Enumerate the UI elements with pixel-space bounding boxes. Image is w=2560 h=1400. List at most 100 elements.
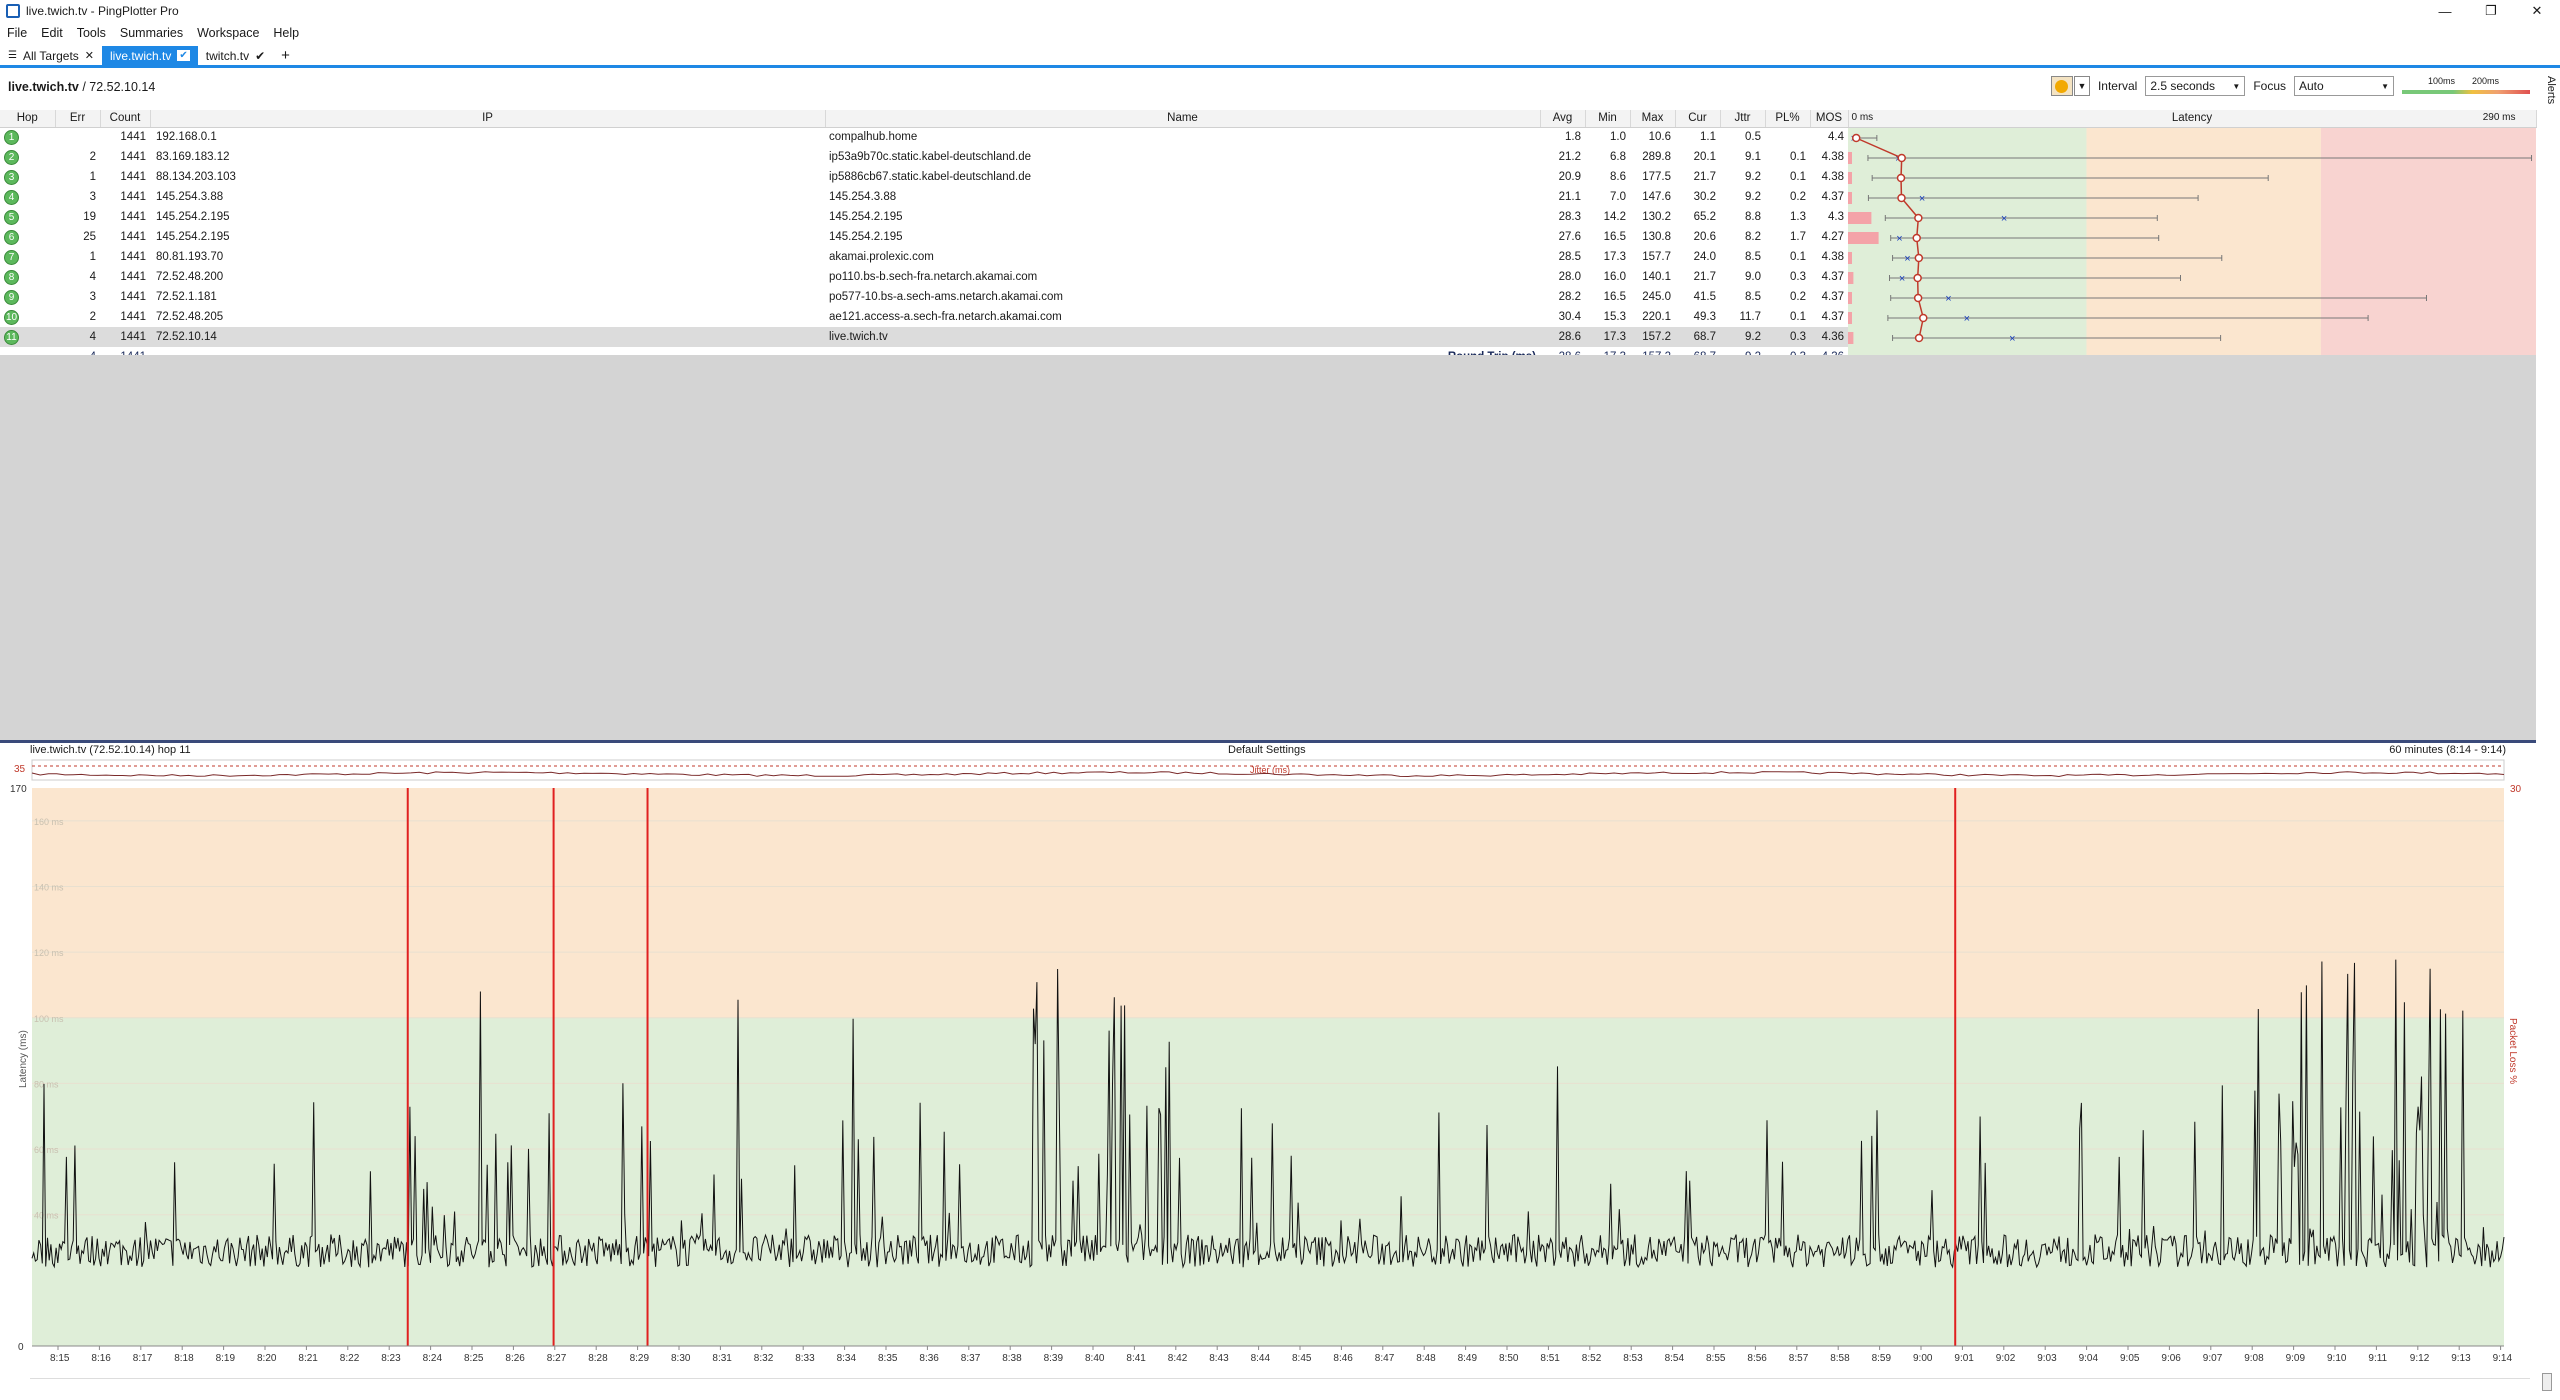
hop-jitter: 9.2 (1745, 171, 1761, 183)
col-max[interactable]: Max (1630, 110, 1676, 128)
x-tick-label: 9:13 (2451, 1353, 2471, 1364)
gridline-label: 60 ms (34, 1145, 59, 1155)
hop-err: 2 (89, 311, 96, 323)
latency-header-label: Latency (2171, 112, 2213, 125)
gridline-label: 40 ms (34, 1211, 59, 1221)
hop-row[interactable]: 7 1 1441 80.81.193.70 akamai.prolexic.com 28.… (0, 247, 2536, 267)
menu-tools[interactable]: Tools (76, 26, 106, 40)
close-window-button[interactable]: ✕ (2531, 3, 2543, 18)
tab-twitch-tv[interactable]: twitch.tv ✔ (198, 46, 273, 65)
hop-avg: 20.9 (1558, 171, 1581, 183)
hop-min: 16.5 (1603, 231, 1626, 243)
hop-jitter: 9.2 (1720, 327, 1765, 347)
latency-min-label: 0 ms (1851, 112, 1874, 123)
interval-select[interactable]: 2.5 seconds ▼ (2145, 76, 2246, 96)
hop-row[interactable]: 9 3 1441 72.52.1.181 po577-10.bs-a.sech-ams.… (0, 287, 2536, 307)
x-tick-label: 8:31 (712, 1353, 732, 1364)
pause-options-dropdown[interactable]: ▼ (2073, 76, 2090, 96)
hop-mos: 4.3 (1828, 211, 1844, 223)
x-tick-label: 8:53 (1623, 1353, 1643, 1364)
x-tick-label: 8:37 (961, 1353, 981, 1364)
hop-name: akamai.prolexic.com (829, 251, 934, 263)
maximize-button[interactable]: ❐ (2485, 3, 2497, 18)
hop-min: 6.8 (1610, 151, 1626, 163)
col-hop[interactable]: Hop (0, 110, 56, 128)
tab-label: live.twich.tv (110, 48, 172, 63)
add-tab-button[interactable]: + (281, 47, 290, 64)
hop-min: 17.3 (1603, 251, 1626, 263)
col-count[interactable]: Count (100, 110, 151, 128)
col-name[interactable]: Name (825, 110, 1541, 128)
hop-name: ip5886cb67.static.kabel-deutschland.de (829, 171, 1032, 183)
hop-mos: 4.37 (1821, 191, 1844, 203)
y-axis-label: Latency (ms) (18, 1030, 29, 1088)
hop-row[interactable]: 5 19 1441 145.254.2.195 145.254.2.195 28.3 14.… (0, 207, 2536, 227)
col-ip[interactable]: IP (150, 110, 826, 128)
timeline-scroll-thumb[interactable] (2542, 1373, 2552, 1391)
x-tick-label: 8:46 (1333, 1353, 1353, 1364)
col-latency[interactable]: 0 ms Latency 290 ms (1848, 110, 2537, 128)
focus-value: Auto (2299, 79, 2324, 93)
pane-splitter[interactable] (0, 740, 2536, 743)
hop-pl: 0.1 (1790, 171, 1806, 183)
alerts-side-tab[interactable]: Alerts (2545, 75, 2557, 105)
hop-number-badge: 6 (4, 229, 19, 245)
hop-mos: 4.37 (1821, 291, 1844, 303)
tab-all-targets[interactable]: ☰ All Targets ✕ (0, 46, 102, 65)
pause-button[interactable] (2050, 76, 2073, 96)
x-tick-label: 9:06 (2161, 1353, 2181, 1364)
gridline-label: 120 ms (34, 948, 64, 958)
menu-summaries[interactable]: Summaries (119, 26, 184, 40)
x-tick-label: 8:25 (464, 1353, 484, 1364)
hop-row[interactable]: 2 2 1441 83.169.183.12 ip53a9b70c.static.kab… (0, 147, 2536, 167)
x-tick-label: 8:34 (837, 1353, 857, 1364)
graph-settings-label[interactable]: Default Settings (1228, 744, 1306, 756)
x-tick-label: 9:11 (2368, 1353, 2387, 1364)
graph-time-range-label[interactable]: 60 minutes (8:14 - 9:14) (2389, 744, 2506, 756)
close-tab-icon[interactable]: ✕ (84, 50, 94, 62)
hop-row[interactable]: 10 2 1441 72.52.48.205 ae121.access-a.sech-f… (0, 307, 2536, 327)
hop-cur: 65.2 (1693, 211, 1716, 223)
hop-avg: 27.6 (1558, 231, 1581, 243)
hop-number-badge: 9 (4, 289, 19, 305)
hop-max: 10.6 (1648, 131, 1671, 144)
hop-cur: 41.5 (1693, 291, 1716, 303)
hop-ip: 88.134.203.103 (156, 171, 236, 183)
check-icon: ✔ (177, 50, 190, 61)
hop-row[interactable]: 1 1441 192.168.0.1 compalhub.home 1.8 1.0 10.6… (0, 127, 2536, 147)
hop-jitter: 8.5 (1745, 291, 1761, 303)
col-cur[interactable]: Cur (1675, 110, 1721, 128)
hop-ip: 83.169.183.12 (156, 151, 230, 163)
tab-live-twich-tv[interactable]: live.twich.tv ✔ (102, 46, 198, 65)
menu-workspace[interactable]: Workspace (197, 26, 260, 40)
x-tick-label: 9:01 (1954, 1353, 1974, 1364)
menu-help[interactable]: Help (273, 26, 300, 40)
focus-select[interactable]: Auto ▼ (2294, 76, 2394, 96)
timeline-scrollbar[interactable] (30, 1378, 2530, 1388)
menu-file[interactable]: File (7, 26, 28, 40)
minimize-button[interactable]: — (2438, 3, 2452, 19)
hop-row[interactable]: 3 1 1441 88.134.203.103 ip5886cb67.static.ka… (0, 167, 2536, 187)
scale-200-label: 200ms (2472, 76, 2500, 86)
hop-pl: 0.3 (1790, 271, 1806, 283)
hop-row[interactable]: 4 3 1441 145.254.3.88 145.254.3.88 21.1 7.0 147… (0, 187, 2536, 207)
col-pl[interactable]: PL% (1765, 110, 1811, 128)
gridline-label: 160 ms (34, 817, 64, 827)
col-err[interactable]: Err (55, 110, 101, 128)
toolbar: live.twich.tv / 72.52.10.14 ▼ Interval 2… (0, 72, 2540, 102)
menu-edit[interactable]: Edit (41, 26, 63, 40)
breadcrumb-target[interactable]: live.twich.tv (8, 80, 79, 94)
hop-max: 157.7 (1642, 251, 1671, 263)
hop-row[interactable]: 11 4 1441 72.52.10.14 live.twich.tv 28.6 17.3 1… (0, 327, 2536, 347)
col-mos[interactable]: MOS (1810, 110, 1849, 128)
empty-trace-area (0, 355, 2536, 740)
col-avg[interactable]: Avg (1540, 110, 1586, 128)
hop-row[interactable]: 8 4 1441 72.52.48.200 po110.bs-b.sech-fra.ne… (0, 267, 2536, 287)
col-jitter[interactable]: Jttr (1720, 110, 1766, 128)
x-tick-label: 8:16 (91, 1353, 111, 1364)
hop-row[interactable]: 6 25 1441 145.254.2.195 145.254.2.195 27.6 16.… (0, 227, 2536, 247)
hop-avg: 28.3 (1558, 211, 1581, 223)
jitter-strip (31, 759, 2505, 781)
jitter-trace (31, 771, 2505, 778)
col-min[interactable]: Min (1585, 110, 1631, 128)
